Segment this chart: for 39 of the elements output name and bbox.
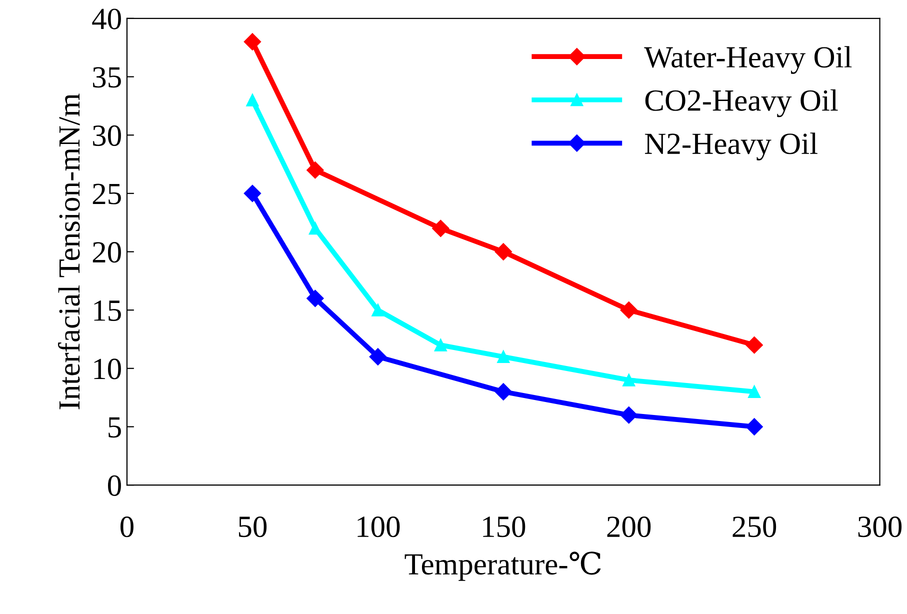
x-tick-label: 150 <box>483 516 526 538</box>
x-tick-label: 250 <box>732 516 776 538</box>
legend-label: Water-Heavy Oil <box>644 46 852 74</box>
legend-label: N2-Heavy Oil <box>644 132 818 160</box>
y-axis-title: Interfacial Tension-mN/m <box>58 94 80 410</box>
point <box>244 184 261 202</box>
y-tick-label: 40 <box>92 8 121 30</box>
y-tick-label: 35 <box>93 67 121 88</box>
point <box>308 222 322 235</box>
point <box>622 374 636 386</box>
y-tick-label: 15 <box>94 300 121 321</box>
point <box>620 302 638 319</box>
point <box>369 348 386 366</box>
x-axis-title: Temperature-℃ <box>404 552 601 581</box>
x-tick-label: 50 <box>238 516 267 538</box>
point <box>306 290 324 307</box>
point <box>246 94 259 106</box>
point <box>432 220 450 237</box>
y-tick-label: 25 <box>92 184 121 204</box>
y-tick-label: 20 <box>92 242 121 263</box>
legend-label: CO2-Heavy Oil <box>645 89 838 118</box>
x-tick-label: 300 <box>858 516 902 538</box>
point <box>434 338 447 352</box>
point <box>494 243 512 260</box>
point <box>372 304 384 316</box>
y-tick-label: 5 <box>108 417 121 438</box>
x-tick-label: 200 <box>607 516 651 538</box>
point <box>746 336 763 354</box>
y-tick-label: 0 <box>108 475 121 496</box>
point <box>244 33 261 50</box>
point <box>497 350 510 363</box>
point <box>746 418 763 436</box>
y-tick-label: 10 <box>94 358 121 380</box>
point <box>306 162 324 179</box>
y-tick-label: 30 <box>93 125 121 146</box>
x-tick-label: 100 <box>358 516 400 538</box>
point <box>748 385 761 398</box>
point <box>620 406 638 424</box>
point <box>494 383 512 400</box>
